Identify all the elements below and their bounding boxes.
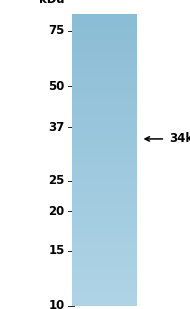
Text: 10: 10	[48, 299, 65, 309]
Text: 34kDa: 34kDa	[169, 133, 190, 146]
Text: kDa: kDa	[39, 0, 65, 6]
Text: 75: 75	[48, 24, 65, 37]
Text: 37: 37	[48, 121, 65, 134]
Text: 25: 25	[48, 174, 65, 187]
Text: 15: 15	[48, 244, 65, 257]
FancyBboxPatch shape	[76, 137, 110, 142]
Text: 50: 50	[48, 80, 65, 93]
Text: 20: 20	[48, 205, 65, 218]
